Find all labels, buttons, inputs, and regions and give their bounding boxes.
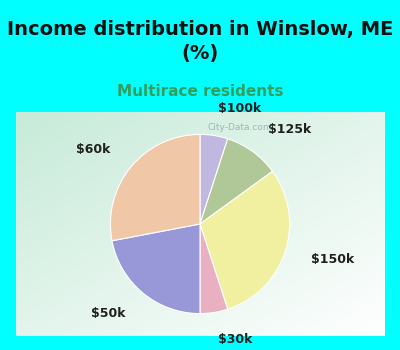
Text: Multirace residents: Multirace residents bbox=[117, 84, 283, 99]
Text: $125k: $125k bbox=[268, 123, 312, 136]
Wedge shape bbox=[110, 134, 200, 241]
Wedge shape bbox=[200, 172, 290, 309]
Wedge shape bbox=[112, 224, 200, 314]
Wedge shape bbox=[200, 139, 272, 224]
Text: $100k: $100k bbox=[218, 103, 262, 116]
Wedge shape bbox=[200, 224, 228, 314]
Text: Income distribution in Winslow, ME
(%): Income distribution in Winslow, ME (%) bbox=[7, 20, 393, 63]
Wedge shape bbox=[200, 134, 228, 224]
Text: City-Data.com: City-Data.com bbox=[207, 123, 272, 132]
Text: $50k: $50k bbox=[91, 307, 126, 320]
Text: $30k: $30k bbox=[218, 332, 252, 345]
Text: $150k: $150k bbox=[311, 253, 354, 266]
Text: $60k: $60k bbox=[76, 143, 110, 156]
